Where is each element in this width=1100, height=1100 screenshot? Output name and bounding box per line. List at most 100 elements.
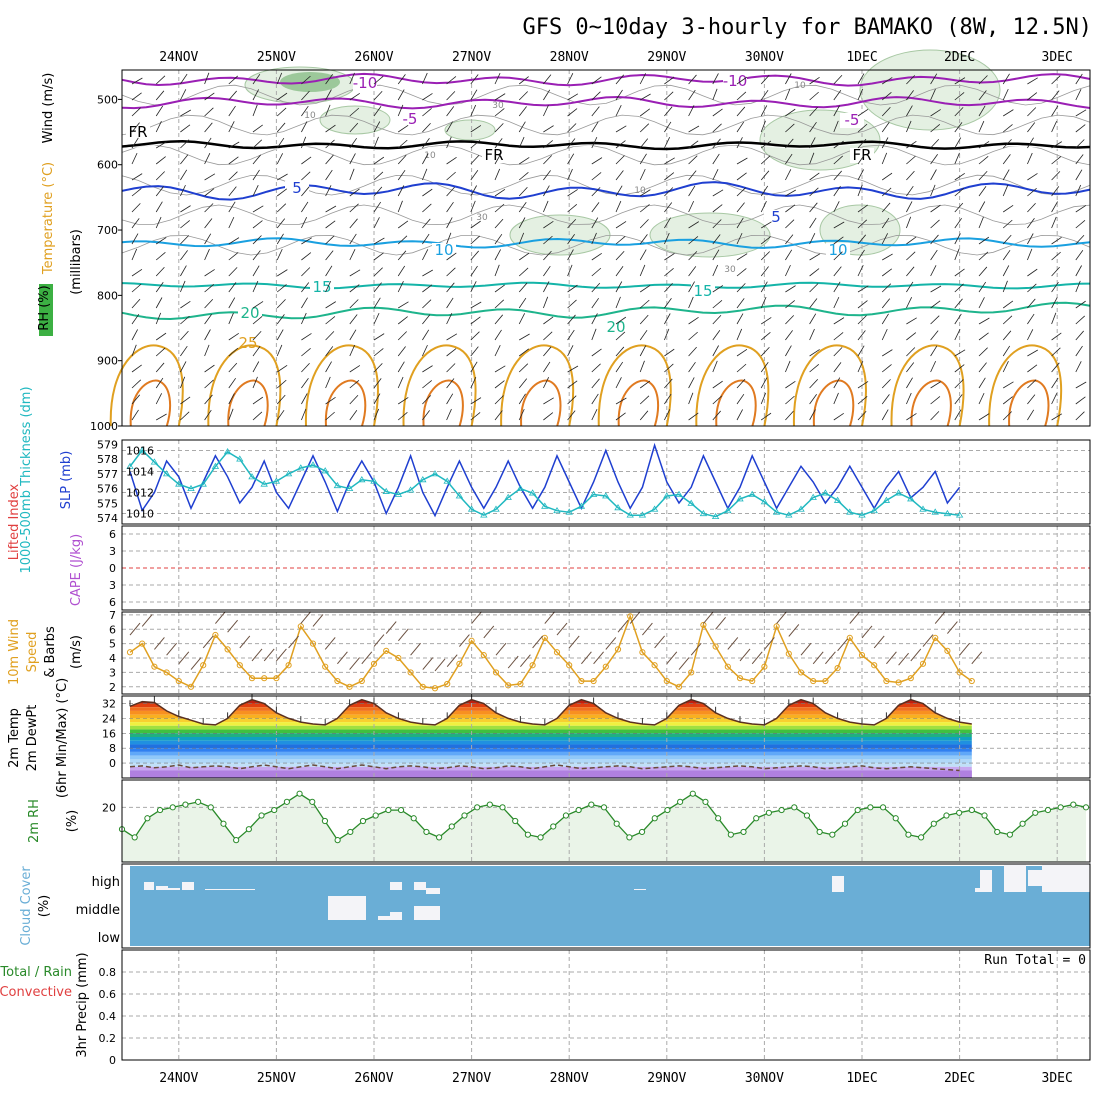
- wind-barb: [470, 104, 477, 117]
- wind-barb: [1002, 249, 1011, 261]
- wind-barb-10m: [922, 634, 934, 647]
- wind-barb: [518, 171, 529, 181]
- wind-barb: [688, 105, 695, 117]
- wind-barb: [906, 185, 914, 197]
- wind-barb: [373, 408, 380, 421]
- wind-barb: [954, 248, 960, 261]
- wind-barb: [809, 106, 818, 117]
- wind-barb: [857, 345, 865, 357]
- wind-barb: [809, 121, 817, 133]
- wind-barb: [494, 233, 503, 245]
- wind-barb: [930, 360, 937, 373]
- wind-barb: [1075, 330, 1084, 341]
- wind-barb: [615, 397, 627, 405]
- wind-barb: [809, 137, 816, 149]
- wind-barb: [664, 393, 672, 405]
- wind-barb: [906, 281, 914, 293]
- wind-barb: [736, 253, 748, 261]
- wind-barb: [301, 393, 308, 405]
- wind-barb: [180, 250, 188, 261]
- wind-barb: [785, 345, 792, 357]
- wind-barb: [373, 217, 380, 229]
- data-point: [772, 508, 781, 515]
- wind-barb: [736, 91, 747, 101]
- wind-barb: [422, 203, 432, 213]
- wind-barb: [518, 76, 529, 85]
- wind-speed-line: [129, 614, 973, 689]
- wind-barb: [494, 108, 505, 117]
- rh-legend-swatch: [39, 284, 53, 336]
- wind-barb: [422, 329, 430, 341]
- wind-barb: [204, 329, 211, 341]
- data-point: [223, 448, 232, 455]
- wind-barb: [1075, 205, 1087, 213]
- wind-barb: [155, 251, 166, 261]
- wind-barb: [349, 284, 360, 293]
- wind-barb: [397, 200, 403, 213]
- wind-barb: [155, 171, 165, 181]
- wind-barb-10m: [727, 637, 739, 650]
- wind-barb: [1075, 345, 1083, 357]
- wind-barb: [397, 376, 404, 389]
- wind-barb: [397, 74, 406, 85]
- wind-barb: [978, 332, 989, 341]
- data-point: [529, 662, 536, 669]
- wind-barb: [881, 217, 890, 229]
- temp-color-band: [130, 733, 972, 737]
- wind-barb: [833, 347, 843, 357]
- wind-barb: [494, 188, 506, 197]
- wind-barb: [276, 364, 288, 373]
- thickness-tick: 579: [97, 438, 118, 451]
- wind-barb: [639, 123, 650, 133]
- data-point: [638, 511, 647, 518]
- wind-barb: [833, 377, 841, 389]
- cloud-block: [426, 888, 440, 894]
- wind-barb: [180, 205, 191, 213]
- wind-barb: [809, 363, 820, 373]
- wind-barb: [349, 137, 358, 149]
- wind-barb: [906, 90, 914, 101]
- rh-contour: [121, 234, 1091, 256]
- wind-barb: [325, 280, 332, 293]
- wind-barb: [760, 236, 771, 245]
- wind-barb: [470, 346, 479, 357]
- rh-point: [359, 817, 367, 825]
- wind-barb: [1051, 347, 1061, 357]
- wind-barb: [712, 314, 722, 325]
- wind-barb: [422, 122, 431, 133]
- wind-barb: [204, 233, 212, 245]
- wind-barb: [397, 361, 405, 373]
- wind-barb: [664, 363, 674, 373]
- wind-barb-10m: [959, 642, 970, 656]
- wind-barb: [906, 413, 917, 421]
- rh-point: [169, 804, 176, 811]
- data-point: [663, 492, 671, 499]
- ylabel-convective: Convective: [0, 985, 72, 1000]
- wind-barb: [833, 392, 839, 405]
- warm-layer-contour: [695, 344, 770, 427]
- wind-barb: [446, 91, 456, 101]
- wind-barb: [930, 73, 938, 85]
- wind-barb: [833, 251, 843, 261]
- wind-barb: [373, 186, 383, 197]
- wind-barb: [373, 267, 383, 277]
- wind-barb: [809, 202, 818, 213]
- data-point: [627, 613, 634, 620]
- data-point: [650, 505, 659, 512]
- wind-barb: [228, 216, 235, 229]
- hot-layer-contour: [324, 379, 367, 427]
- data-point: [504, 493, 512, 500]
- wind-barb: [1002, 73, 1010, 85]
- wind-barb: [954, 313, 962, 325]
- hot-layer-contour: [227, 379, 269, 427]
- wind-barb: [954, 92, 965, 101]
- wind-barb-10m: [398, 628, 409, 642]
- wind-barb-10m: [361, 651, 373, 665]
- wind-barb: [1027, 187, 1037, 197]
- wind-barb: [155, 393, 163, 405]
- data-point: [297, 623, 304, 630]
- wind-barb: [422, 107, 432, 117]
- wind-barb: [688, 200, 695, 213]
- temp-color-band: [130, 755, 972, 760]
- ylabel-millibars: (millibars): [69, 229, 84, 295]
